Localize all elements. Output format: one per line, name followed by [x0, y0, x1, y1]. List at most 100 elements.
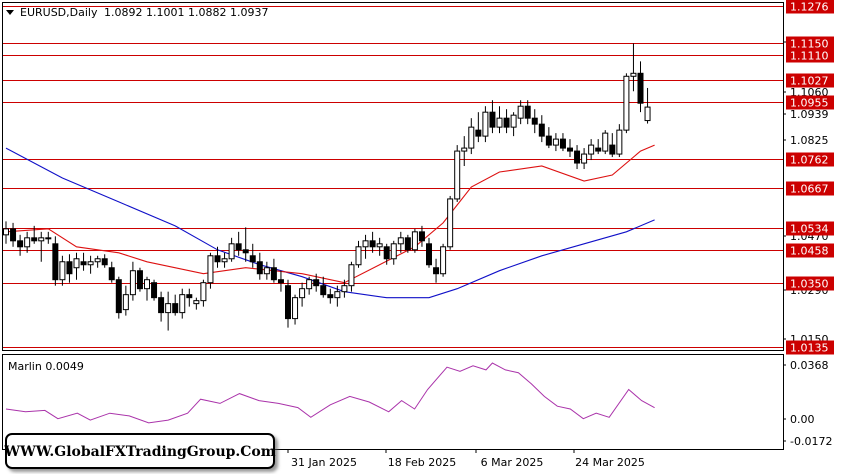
candle[interactable] — [616, 124, 623, 158]
candle[interactable] — [348, 261, 355, 292]
candle[interactable] — [17, 234, 24, 256]
candle[interactable] — [193, 297, 200, 310]
candle[interactable] — [31, 225, 38, 244]
candle[interactable] — [122, 285, 129, 316]
candle[interactable] — [179, 288, 186, 319]
candle[interactable] — [59, 255, 66, 286]
candle[interactable] — [538, 115, 545, 143]
candle[interactable] — [524, 100, 531, 125]
candle[interactable] — [52, 236, 59, 286]
candle[interactable] — [355, 240, 362, 268]
candle[interactable] — [383, 243, 390, 265]
candle[interactable] — [299, 282, 306, 307]
candle[interactable] — [101, 254, 108, 268]
candle[interactable] — [221, 252, 228, 268]
candle[interactable] — [277, 270, 284, 292]
candle[interactable] — [461, 136, 468, 167]
candle[interactable] — [144, 276, 150, 301]
candle[interactable] — [369, 231, 376, 253]
candle[interactable] — [207, 252, 214, 289]
candle[interactable] — [94, 255, 101, 268]
candle[interactable] — [623, 73, 630, 134]
candle[interactable] — [489, 100, 496, 134]
candle[interactable] — [165, 291, 172, 331]
candle[interactable] — [108, 261, 115, 283]
candle[interactable] — [136, 267, 143, 292]
candle[interactable] — [418, 225, 425, 247]
candle[interactable] — [158, 291, 165, 322]
candle[interactable] — [45, 231, 52, 244]
symbol-label: EURUSD,Daily — [20, 6, 98, 19]
candle[interactable] — [468, 118, 475, 155]
candle[interactable] — [545, 127, 552, 149]
candle[interactable] — [228, 237, 235, 262]
level-label: 1.0955 — [790, 97, 829, 110]
candle[interactable] — [390, 240, 397, 265]
candle[interactable] — [235, 231, 242, 256]
candle[interactable] — [517, 100, 524, 125]
candle[interactable] — [447, 195, 454, 250]
candle[interactable] — [10, 222, 17, 247]
candle[interactable] — [38, 231, 45, 262]
candle[interactable] — [454, 145, 461, 202]
candle[interactable] — [440, 243, 447, 277]
candle[interactable] — [496, 106, 503, 134]
candle[interactable] — [376, 237, 383, 256]
candle[interactable] — [3, 221, 9, 244]
fast-ma-line — [5, 144, 655, 284]
candle[interactable] — [313, 273, 320, 292]
candle[interactable] — [609, 133, 616, 158]
candle[interactable] — [630, 43, 637, 92]
candle[interactable] — [87, 255, 94, 274]
candle[interactable] — [186, 288, 193, 307]
candle[interactable] — [256, 252, 263, 280]
candle[interactable] — [292, 294, 299, 325]
candle[interactable] — [503, 109, 510, 134]
candle[interactable] — [531, 109, 538, 134]
x-tick-label: 18 Feb 2025 — [388, 456, 456, 469]
candle[interactable] — [510, 112, 517, 137]
candle[interactable] — [249, 243, 256, 268]
menu-triangle-icon[interactable] — [6, 10, 14, 15]
candle[interactable] — [306, 276, 313, 295]
candle[interactable] — [411, 228, 418, 253]
candle[interactable] — [637, 61, 644, 113]
candle[interactable] — [552, 133, 559, 152]
level-label: 1.0458 — [790, 245, 829, 258]
level-label-bg — [786, 95, 834, 110]
candle[interactable] — [285, 279, 291, 328]
candle[interactable] — [581, 148, 588, 170]
candle[interactable] — [66, 254, 73, 283]
candle[interactable] — [172, 294, 179, 316]
candle[interactable] — [327, 288, 334, 304]
candle[interactable] — [362, 234, 369, 259]
candle[interactable] — [263, 261, 270, 280]
candle[interactable] — [404, 234, 411, 253]
candle[interactable] — [595, 139, 602, 155]
candle[interactable] — [644, 87, 651, 124]
marlin-line — [5, 362, 655, 424]
candle[interactable] — [200, 279, 207, 307]
candle[interactable] — [482, 106, 489, 143]
candle[interactable] — [214, 246, 221, 268]
candle[interactable] — [320, 276, 327, 298]
candle[interactable] — [397, 231, 404, 253]
candle[interactable] — [115, 276, 122, 319]
candle[interactable] — [270, 258, 277, 283]
candle[interactable] — [567, 139, 573, 158]
candle[interactable] — [559, 133, 566, 152]
candle[interactable] — [129, 261, 136, 301]
candle[interactable] — [334, 285, 341, 307]
candle[interactable] — [24, 231, 31, 253]
candle[interactable] — [242, 227, 249, 262]
candle[interactable] — [80, 252, 87, 271]
candle[interactable] — [73, 252, 80, 280]
candle[interactable] — [475, 112, 482, 143]
candle[interactable] — [602, 130, 609, 155]
candle[interactable] — [588, 139, 595, 161]
candle[interactable] — [426, 237, 432, 268]
candle[interactable] — [433, 258, 440, 283]
candle[interactable] — [151, 279, 158, 301]
candle[interactable] — [341, 279, 348, 298]
candle[interactable] — [574, 145, 581, 170]
